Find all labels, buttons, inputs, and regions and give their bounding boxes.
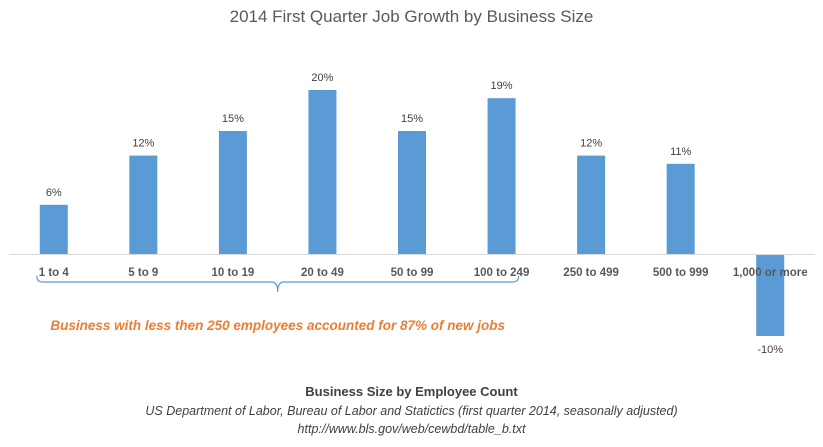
- annotation-text: Business with less then 250 employees ac…: [50, 318, 505, 333]
- tick-label-50-to-99: 50 to 99: [391, 267, 434, 279]
- tick-label-10-to-19: 10 to 19: [211, 267, 254, 279]
- brace-bracket: [36, 275, 520, 293]
- tick-labels-group: 1 to 4 5 to 9 10 to 19 20 to 49 50 to 99 100 …: [39, 267, 808, 279]
- value-label-500-to-999: 11%: [670, 146, 691, 158]
- chart-title: 2014 First Quarter Job Growth by Busines…: [230, 7, 594, 26]
- value-label-1-000-or-more: -10%: [757, 344, 783, 356]
- tick-label-1-000-or-more: 1,000 or more: [733, 267, 808, 279]
- tick-label-5-to-9: 5 to 9: [128, 267, 158, 279]
- bars-group: [39, 90, 785, 336]
- value-label-10-to-19: 15%: [222, 113, 244, 125]
- value-label-250-to-499: 12%: [580, 138, 602, 150]
- tick-label-250-to-499: 250 to 499: [563, 267, 619, 279]
- x-axis-title: Business Size by Employee Count: [305, 384, 518, 399]
- bar-1-to-4: [39, 204, 68, 254]
- source-line: US Department of Labor, Bureau of Labor …: [145, 404, 677, 418]
- source-url: http://www.bls.gov/web/cewbd/table_b.txt: [298, 422, 526, 436]
- tick-label-500-to-999: 500 to 999: [653, 267, 709, 279]
- tick-label-100-to-249: 100 to 249: [474, 267, 530, 279]
- bar-10-to-19: [218, 131, 247, 254]
- bar-20-to-49: [308, 90, 337, 254]
- bar-250-to-499: [577, 155, 606, 254]
- bar-50-to-99: [398, 131, 426, 254]
- value-label-1-to-4: 6%: [46, 187, 62, 199]
- tick-label-20-to-49: 20 to 49: [301, 267, 344, 279]
- bar-1-000-or-more: [756, 254, 785, 336]
- value-label-20-to-49: 20%: [311, 72, 333, 84]
- value-label-100-to-249: 19%: [491, 80, 513, 92]
- value-labels-group: 6% 12% 15% 20% 15% 19% 12% 11% -10%: [46, 72, 783, 356]
- bar-500-to-999: [666, 163, 695, 254]
- tick-label-1-to-4: 1 to 4: [39, 267, 70, 279]
- value-label-50-to-99: 15%: [401, 113, 423, 125]
- bar-5-to-9: [129, 155, 158, 254]
- bar-100-to-249: [487, 98, 516, 254]
- value-label-5-to-9: 12%: [132, 138, 154, 150]
